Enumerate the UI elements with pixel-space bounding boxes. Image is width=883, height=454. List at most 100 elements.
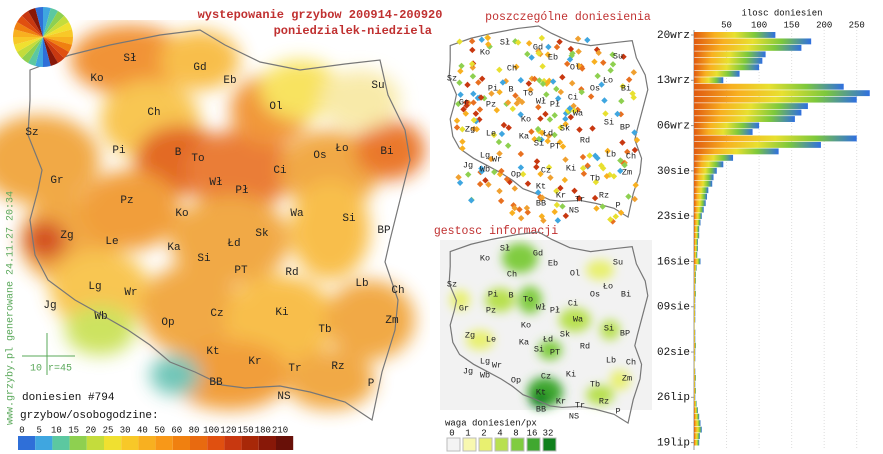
report-dot	[504, 142, 512, 149]
report-dot	[517, 150, 525, 158]
city-label: B	[508, 84, 513, 94]
density-blob	[502, 243, 538, 273]
legend-swatch	[510, 437, 525, 452]
legend-swatch	[258, 436, 276, 450]
bar	[694, 349, 696, 355]
city-label: Os	[590, 83, 600, 93]
city-label: Ło	[603, 281, 613, 291]
legend-tick-label: 16	[527, 428, 538, 438]
wheel-wedge	[43, 15, 69, 37]
legend-tick-label: 40	[137, 425, 148, 435]
report-dot	[472, 110, 480, 117]
bar	[694, 51, 766, 58]
bar	[694, 193, 708, 200]
bar	[694, 200, 706, 207]
city-label: Pi	[488, 289, 498, 299]
report-dot	[495, 138, 503, 146]
legend-swatch	[18, 436, 36, 450]
report-dot	[575, 48, 582, 55]
city-label: Wa	[573, 108, 583, 118]
report-dot	[625, 76, 633, 83]
city-label: B	[175, 147, 182, 159]
bar	[694, 277, 696, 284]
bar	[694, 38, 812, 45]
color-wheel	[13, 7, 73, 67]
city-label: Gd	[533, 248, 543, 258]
report-dot	[517, 214, 525, 222]
bar	[694, 219, 701, 226]
wheel-wedge	[28, 37, 43, 66]
bar	[694, 336, 696, 342]
city-label: Wb	[480, 164, 490, 174]
city-label: P	[615, 200, 620, 210]
report-dot	[594, 72, 601, 80]
city-label: Pi	[488, 83, 498, 93]
city-label: Tr	[575, 194, 585, 204]
heat-blob	[320, 70, 400, 130]
report-dot	[576, 126, 583, 133]
bar	[694, 361, 695, 368]
heat-blob	[290, 180, 370, 280]
bar	[694, 109, 802, 116]
city-label: Wr	[492, 360, 502, 370]
city-label: Eb	[548, 258, 558, 268]
city-label: Ch	[507, 63, 517, 73]
city-label: Si	[197, 253, 211, 265]
density-legend-title: waga doniesien/px	[445, 418, 537, 428]
wheel-wedge	[17, 37, 43, 59]
city-label: Pz	[486, 305, 496, 315]
city-label: Rd	[285, 267, 298, 279]
city-label: Rz	[331, 361, 344, 373]
bar	[694, 433, 700, 440]
legend-swatch	[121, 436, 139, 450]
y-tick-label: 26lip	[657, 392, 690, 404]
report-dot	[497, 197, 505, 205]
city-label: Sk	[560, 123, 570, 133]
wheel-wedge	[43, 37, 65, 63]
city-label: Sk	[560, 329, 570, 339]
report-dot	[584, 36, 591, 44]
report-dot	[455, 174, 462, 181]
city-label: Kt	[206, 346, 219, 358]
report-dot	[468, 197, 475, 204]
city-label: NS	[569, 411, 579, 421]
report-dot	[478, 36, 485, 43]
report-dot	[617, 209, 625, 216]
bar	[694, 167, 717, 174]
report-dot	[524, 180, 532, 187]
city-label: Op	[511, 169, 521, 179]
city-label: Pi	[112, 145, 126, 157]
density-blob	[586, 260, 614, 280]
report-dot	[562, 115, 569, 123]
bar	[694, 407, 698, 414]
bar	[694, 90, 870, 97]
reports-map-title: poszczególne doniesienia	[485, 11, 651, 24]
legend-tick-label: 30	[120, 425, 131, 435]
city-label: Ki	[566, 369, 576, 379]
report-dot	[542, 110, 549, 118]
heat-blob	[65, 305, 135, 355]
city-label: To	[523, 294, 533, 304]
report-dot	[453, 117, 461, 124]
bar	[694, 387, 696, 394]
report-dot	[459, 138, 466, 145]
bar	[694, 394, 696, 401]
bar	[694, 213, 702, 220]
city-label: Op	[161, 317, 174, 329]
bar	[694, 154, 734, 161]
city-label: Sł	[123, 53, 136, 65]
city-label: Pł	[550, 99, 560, 109]
heat-blob	[170, 340, 290, 410]
city-label: Ko	[175, 208, 188, 220]
city-label: Si	[342, 213, 356, 225]
legend-swatch	[190, 436, 208, 450]
report-dot	[484, 34, 492, 42]
bar	[694, 323, 695, 330]
report-dot	[456, 179, 464, 186]
report-dot	[591, 194, 599, 202]
bar	[694, 245, 698, 252]
city-label: Tb	[318, 324, 331, 336]
city-label: Rz	[599, 396, 609, 406]
heat-blobs	[0, 25, 425, 410]
bar	[694, 239, 698, 245]
